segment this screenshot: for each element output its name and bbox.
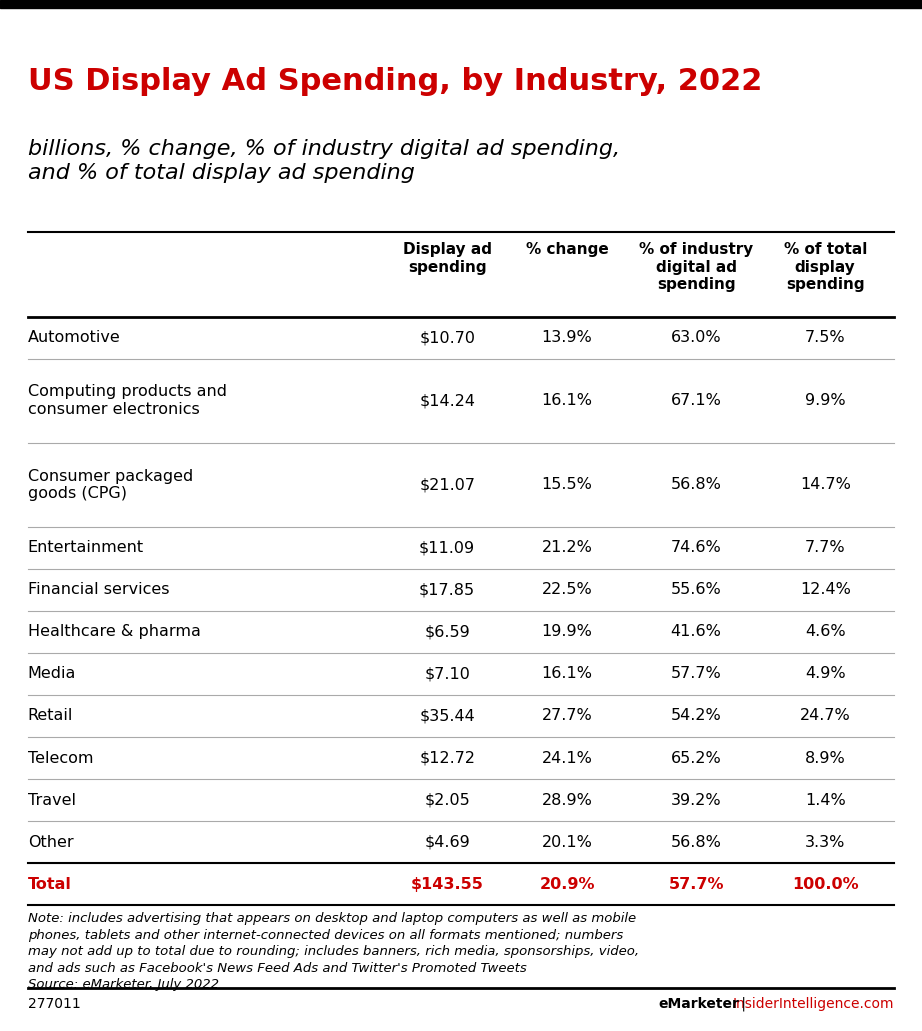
Text: |: | — [738, 997, 751, 1011]
Text: 14.7%: 14.7% — [799, 477, 851, 492]
Text: 7.5%: 7.5% — [805, 330, 845, 345]
Text: 22.5%: 22.5% — [541, 583, 593, 597]
Text: Financial services: Financial services — [28, 583, 169, 597]
Text: 277011: 277011 — [28, 997, 80, 1011]
Text: 1.4%: 1.4% — [805, 793, 845, 807]
Text: 65.2%: 65.2% — [670, 751, 722, 766]
Text: Other: Other — [28, 835, 73, 850]
Text: $143.55: $143.55 — [410, 876, 484, 892]
Text: $14.24: $14.24 — [420, 393, 475, 408]
Text: 9.9%: 9.9% — [805, 393, 845, 408]
Text: 56.8%: 56.8% — [670, 477, 722, 492]
Text: 54.2%: 54.2% — [670, 708, 722, 724]
Text: Consumer packaged
goods (CPG): Consumer packaged goods (CPG) — [28, 468, 193, 501]
Text: Retail: Retail — [28, 708, 73, 724]
Text: % of total
display
spending: % of total display spending — [784, 242, 867, 292]
Text: 24.1%: 24.1% — [541, 751, 593, 766]
Text: 16.1%: 16.1% — [541, 666, 593, 681]
Text: 67.1%: 67.1% — [670, 393, 722, 408]
Text: US Display Ad Spending, by Industry, 2022: US Display Ad Spending, by Industry, 202… — [28, 67, 762, 96]
Text: 4.6%: 4.6% — [805, 625, 845, 639]
Text: 20.1%: 20.1% — [541, 835, 593, 850]
Text: $12.72: $12.72 — [420, 751, 475, 766]
Text: Note: includes advertising that appears on desktop and laptop computers as well : Note: includes advertising that appears … — [28, 912, 639, 992]
Text: 20.9%: 20.9% — [539, 876, 595, 892]
Text: 27.7%: 27.7% — [541, 708, 593, 724]
Text: $35.44: $35.44 — [420, 708, 475, 724]
Text: eMarketer: eMarketer — [658, 997, 739, 1011]
Text: $17.85: $17.85 — [420, 583, 475, 597]
Text: 55.6%: 55.6% — [670, 583, 722, 597]
Text: % change: % change — [526, 242, 609, 258]
Text: 19.9%: 19.9% — [541, 625, 593, 639]
Text: 3.3%: 3.3% — [805, 835, 845, 850]
Text: InsiderIntelligence.com: InsiderIntelligence.com — [733, 997, 894, 1011]
Text: % of industry
digital ad
spending: % of industry digital ad spending — [639, 242, 753, 292]
Text: $10.70: $10.70 — [420, 330, 475, 345]
Text: 24.7%: 24.7% — [799, 708, 851, 724]
Text: 15.5%: 15.5% — [541, 477, 593, 492]
Text: 28.9%: 28.9% — [541, 793, 593, 807]
Text: Display ad
spending: Display ad spending — [403, 242, 491, 274]
Text: $2.05: $2.05 — [424, 793, 470, 807]
Text: 21.2%: 21.2% — [541, 540, 593, 556]
Text: 100.0%: 100.0% — [792, 876, 858, 892]
Text: $21.07: $21.07 — [420, 477, 475, 492]
Text: $7.10: $7.10 — [424, 666, 470, 681]
Text: 57.7%: 57.7% — [670, 666, 722, 681]
Text: 7.7%: 7.7% — [805, 540, 845, 556]
Text: 4.9%: 4.9% — [805, 666, 845, 681]
Text: Healthcare & pharma: Healthcare & pharma — [28, 625, 200, 639]
Text: 74.6%: 74.6% — [670, 540, 722, 556]
Text: 39.2%: 39.2% — [671, 793, 721, 807]
Text: $6.59: $6.59 — [424, 625, 470, 639]
Text: 57.7%: 57.7% — [668, 876, 724, 892]
Text: 16.1%: 16.1% — [541, 393, 593, 408]
Text: $11.09: $11.09 — [420, 540, 475, 556]
Text: 56.8%: 56.8% — [670, 835, 722, 850]
Text: 13.9%: 13.9% — [541, 330, 593, 345]
Text: Telecom: Telecom — [28, 751, 93, 766]
Text: Travel: Travel — [28, 793, 76, 807]
Text: Total: Total — [28, 876, 72, 892]
Text: $4.69: $4.69 — [424, 835, 470, 850]
Text: Automotive: Automotive — [28, 330, 121, 345]
Text: Entertainment: Entertainment — [28, 540, 144, 556]
Text: 41.6%: 41.6% — [670, 625, 722, 639]
Text: 8.9%: 8.9% — [805, 751, 845, 766]
Text: 63.0%: 63.0% — [671, 330, 721, 345]
Text: billions, % change, % of industry digital ad spending,
and % of total display ad: billions, % change, % of industry digita… — [28, 139, 620, 184]
Text: Media: Media — [28, 666, 76, 681]
Text: 12.4%: 12.4% — [799, 583, 851, 597]
Text: Computing products and
consumer electronics: Computing products and consumer electron… — [28, 385, 227, 417]
